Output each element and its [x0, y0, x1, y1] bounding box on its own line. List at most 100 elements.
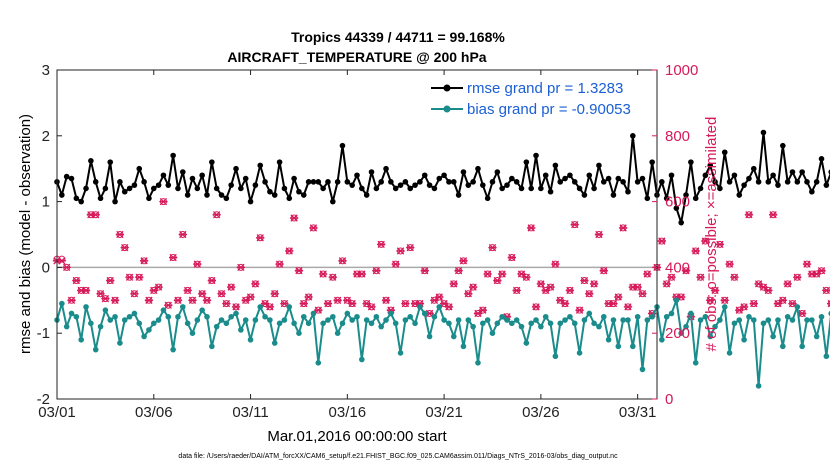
- rmse-point: [576, 185, 583, 192]
- obs-assimilated-marker: [517, 270, 526, 278]
- rmse-point: [630, 133, 636, 139]
- rmse-point: [257, 162, 264, 169]
- obs-assimilated-marker: [444, 303, 454, 311]
- rmse-point: [538, 185, 544, 192]
- bias-point: [170, 346, 176, 353]
- rmse-point: [334, 179, 341, 185]
- bias-point: [296, 330, 302, 337]
- obs-assimilated-marker: [168, 253, 178, 262]
- rmse-point: [146, 195, 152, 202]
- bias-point: [368, 320, 375, 327]
- obs-assimilated-marker: [594, 230, 604, 239]
- legend-box: [426, 76, 654, 122]
- rmse-point: [271, 192, 278, 198]
- bias-point: [746, 313, 752, 320]
- obs-assimilated-marker: [439, 299, 449, 308]
- bias-point: [305, 320, 312, 327]
- obs-assimilated-marker: [749, 299, 758, 308]
- obs-assimilated-marker: [449, 280, 458, 288]
- rmse-point: [692, 195, 699, 202]
- obs-assimilated-marker: [725, 260, 734, 268]
- bias-point: [668, 310, 675, 317]
- obs-assimilated-marker: [193, 260, 202, 268]
- bias-point: [426, 333, 433, 340]
- rmse-point: [571, 179, 578, 185]
- rmse-point: [262, 179, 268, 185]
- x-axis-label: Mar.01,2016 00:00:00 start: [267, 428, 447, 445]
- rmse-point: [378, 179, 384, 185]
- y-right-tick-label: 800: [665, 128, 690, 145]
- rmse-point: [242, 175, 249, 182]
- bias-point: [755, 383, 762, 389]
- axis-ticks: 03/01 03/06 03/11 03/16 03/21 03/26 03/31 -2 -1 0…: [37, 62, 699, 421]
- obs-assimilated-marker: [546, 283, 555, 291]
- rmse-point: [634, 179, 641, 185]
- obs-assimilated-marker: [643, 270, 652, 278]
- legend-rmse-label: rmse grand pr = 1.3283: [467, 80, 623, 97]
- bias-point: [383, 317, 389, 323]
- bias-point: [576, 350, 583, 356]
- bias-point: [460, 343, 467, 350]
- rmse-point: [325, 179, 331, 185]
- x-tick-label: 03/31: [619, 404, 657, 421]
- bias-point: [600, 313, 607, 320]
- rmse-point: [368, 169, 375, 175]
- rmse-point: [199, 172, 205, 179]
- rmse-point: [610, 192, 617, 198]
- obs-assimilated-marker: [256, 234, 265, 242]
- obs-assimilated-marker: [406, 244, 415, 252]
- rmse-point: [625, 188, 631, 195]
- bias-point: [218, 317, 225, 323]
- rmse-point: [489, 179, 496, 185]
- rmse-point: [136, 165, 143, 172]
- obs-assimilated-marker: [304, 293, 313, 301]
- bias-point: [126, 313, 133, 320]
- y-right-tick-label: 200: [665, 325, 690, 342]
- rmse-point: [518, 185, 525, 192]
- rmse-point: [92, 179, 99, 185]
- obs-assimilated-marker: [285, 247, 294, 255]
- bias-point: [538, 323, 544, 330]
- obs-assimilated-marker: [270, 290, 279, 298]
- bias-point: [692, 360, 699, 366]
- rmse-point: [373, 185, 380, 192]
- bias-point: [436, 304, 443, 310]
- bias-point: [567, 313, 573, 320]
- bias-point: [571, 320, 578, 327]
- obs-assimilated-marker: [362, 299, 371, 308]
- obs-assimilated-marker: [241, 296, 250, 304]
- obs-assimilated-marker: [773, 299, 783, 308]
- rmse-point: [388, 179, 394, 185]
- bias-point: [513, 317, 520, 323]
- bias-point: [300, 313, 307, 320]
- rmse-point: [746, 175, 752, 182]
- bias-point: [678, 330, 684, 337]
- bias-point: [547, 320, 554, 327]
- obs-markers: [52, 197, 830, 321]
- plot-area: 03/01 03/06 03/11 03/16 03/21 03/26 03/31 -2 -1 0…: [37, 62, 830, 421]
- bias-point: [557, 320, 564, 327]
- bias-point: [615, 343, 622, 350]
- obs-assimilated-marker: [551, 260, 560, 268]
- y-right-label: # of obs: o=possible; ×=assimilated: [703, 117, 720, 352]
- bias-point: [92, 346, 99, 353]
- bias-point: [397, 350, 404, 356]
- legend-bias-label: bias grand pr = -0.90053: [467, 101, 631, 118]
- obs-assimilated-marker: [822, 286, 830, 295]
- rmse-point: [784, 179, 791, 185]
- rmse-point: [330, 198, 336, 205]
- rmse-point: [605, 175, 612, 182]
- rmse-point: [68, 175, 75, 182]
- rmse-point: [726, 179, 733, 185]
- bias-point: [276, 320, 283, 327]
- rmse-point: [528, 185, 534, 192]
- obs-assimilated-marker: [478, 306, 487, 314]
- obs-assimilated-marker: [667, 273, 676, 281]
- rmse-point: [97, 195, 104, 202]
- chart-title-line2: AIRCRAFT_TEMPERATURE @ 200 hPa: [227, 49, 486, 65]
- bias-point: [528, 320, 534, 327]
- rmse-point: [484, 195, 491, 202]
- bias-point: [97, 323, 104, 330]
- rmse-point: [513, 179, 520, 185]
